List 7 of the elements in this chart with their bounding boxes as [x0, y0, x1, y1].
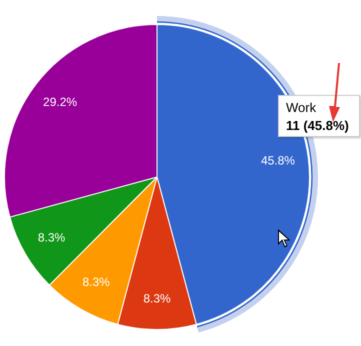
data-label: 45.8% [260, 153, 296, 168]
data-label: 8.3% [143, 291, 171, 306]
text: 11 (45.8%) [286, 118, 349, 133]
data-label: 8.3% [82, 275, 110, 290]
slice-label: Work [286, 99, 318, 117]
data-label: 29.2% [43, 95, 78, 110]
data-label: 8.3% [38, 230, 66, 245]
